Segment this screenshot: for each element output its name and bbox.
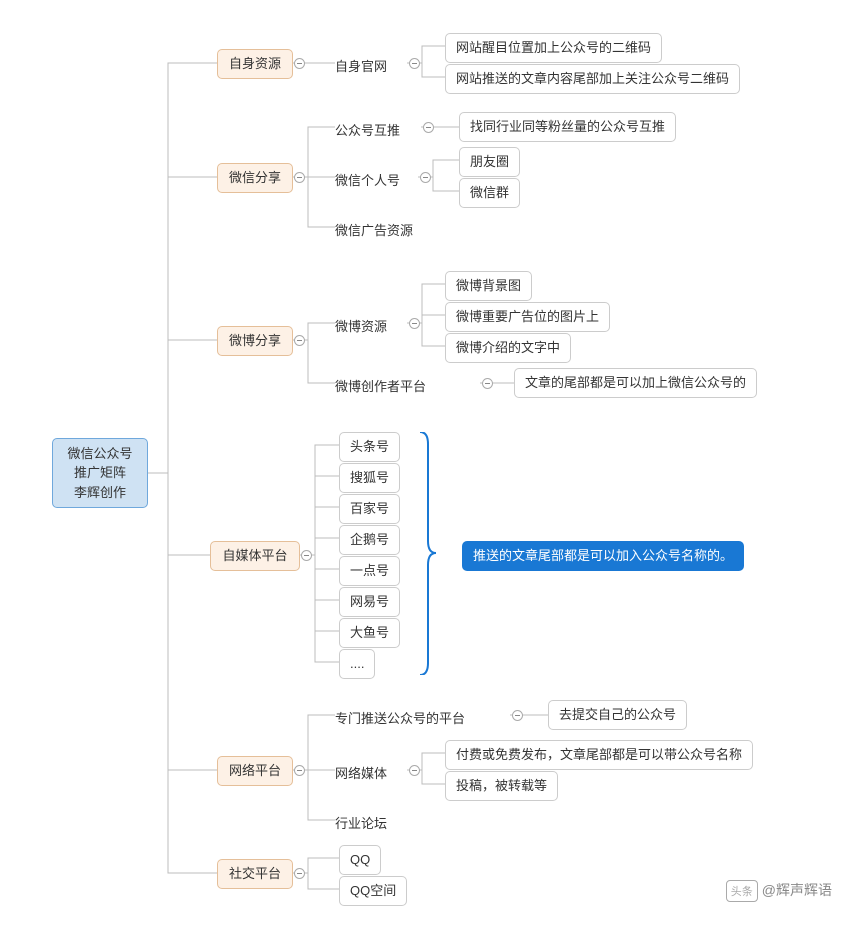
node-ziyuan[interactable]: 自身资源 [217,49,293,79]
label-wl-mt: 网络媒体 [335,763,387,782]
node-wb-bg[interactable]: 微博背景图 [445,271,532,301]
collapse-icon[interactable] [294,335,305,346]
node-zm1[interactable]: 头条号 [339,432,400,462]
collapse-icon[interactable] [409,58,420,69]
watermark: 头条@辉声辉语 [726,880,832,902]
node-zm7[interactable]: 大鱼号 [339,618,400,648]
label-gzh-hutui: 公众号互推 [335,120,400,139]
collapse-icon[interactable] [409,765,420,776]
node-qq[interactable]: QQ [339,845,381,875]
root-line: 李辉创作 [53,483,147,503]
collapse-icon[interactable] [301,550,312,561]
node-wb-txt[interactable]: 微博介绍的文字中 [445,333,571,363]
label-wb-zy: 微博资源 [335,316,387,335]
brace-icon [418,432,436,675]
node-zm4[interactable]: 企鹅号 [339,525,400,555]
node-gw1[interactable]: 网站醒目位置加上公众号的二维码 [445,33,662,63]
collapse-icon[interactable] [512,710,523,721]
node-wxshare[interactable]: 微信分享 [217,163,293,193]
node-social[interactable]: 社交平台 [217,859,293,889]
collapse-icon[interactable] [423,122,434,133]
node-qqz[interactable]: QQ空间 [339,876,407,906]
root-line: 微信公众号 [53,444,147,464]
node-pyq[interactable]: 朋友圈 [459,147,520,177]
node-wb-ad[interactable]: 微博重要广告位的图片上 [445,302,610,332]
collapse-icon[interactable] [294,58,305,69]
label-wb-cz: 微博创作者平台 [335,376,426,395]
node-zm3[interactable]: 百家号 [339,494,400,524]
node-wl-mt2[interactable]: 投稿，被转载等 [445,771,558,801]
root-line: 推广矩阵 [53,463,147,483]
collapse-icon[interactable] [294,765,305,776]
node-wl-zm[interactable]: 去提交自己的公众号 [548,700,687,730]
label-wx-ad: 微信广告资源 [335,220,413,239]
watermark-badge: 头条 [726,880,758,902]
node-wangluo[interactable]: 网络平台 [217,756,293,786]
label-wx-geren: 微信个人号 [335,170,400,189]
node-wxq[interactable]: 微信群 [459,178,520,208]
node-zm5[interactable]: 一点号 [339,556,400,586]
collapse-icon[interactable] [420,172,431,183]
watermark-text: @辉声辉语 [762,882,832,898]
collapse-icon[interactable] [294,172,305,183]
node-zm-summary[interactable]: 推送的文章尾部都是可以加入公众号名称的。 [462,541,744,571]
node-wl-mt1[interactable]: 付费或免费发布，文章尾部都是可以带公众号名称 [445,740,753,770]
node-gw2[interactable]: 网站推送的文章内容尾部加上关注公众号二维码 [445,64,740,94]
node-zimeiti[interactable]: 自媒体平台 [210,541,300,571]
collapse-icon[interactable] [294,868,305,879]
label-wl-lt: 行业论坛 [335,813,387,832]
collapse-icon[interactable] [409,318,420,329]
node-gz-hutui[interactable]: 找同行业同等粉丝量的公众号互推 [459,112,676,142]
collapse-icon[interactable] [482,378,493,389]
label-wl-zm: 专门推送公众号的平台 [335,708,465,727]
node-zm8[interactable]: .... [339,649,375,679]
node-wbshare[interactable]: 微博分享 [217,326,293,356]
label-guanwang: 自身官网 [335,56,387,75]
node-wb-cz[interactable]: 文章的尾部都是可以加上微信公众号的 [514,368,757,398]
node-zm6[interactable]: 网易号 [339,587,400,617]
root-node[interactable]: 微信公众号 推广矩阵 李辉创作 [52,438,148,508]
node-zm2[interactable]: 搜狐号 [339,463,400,493]
